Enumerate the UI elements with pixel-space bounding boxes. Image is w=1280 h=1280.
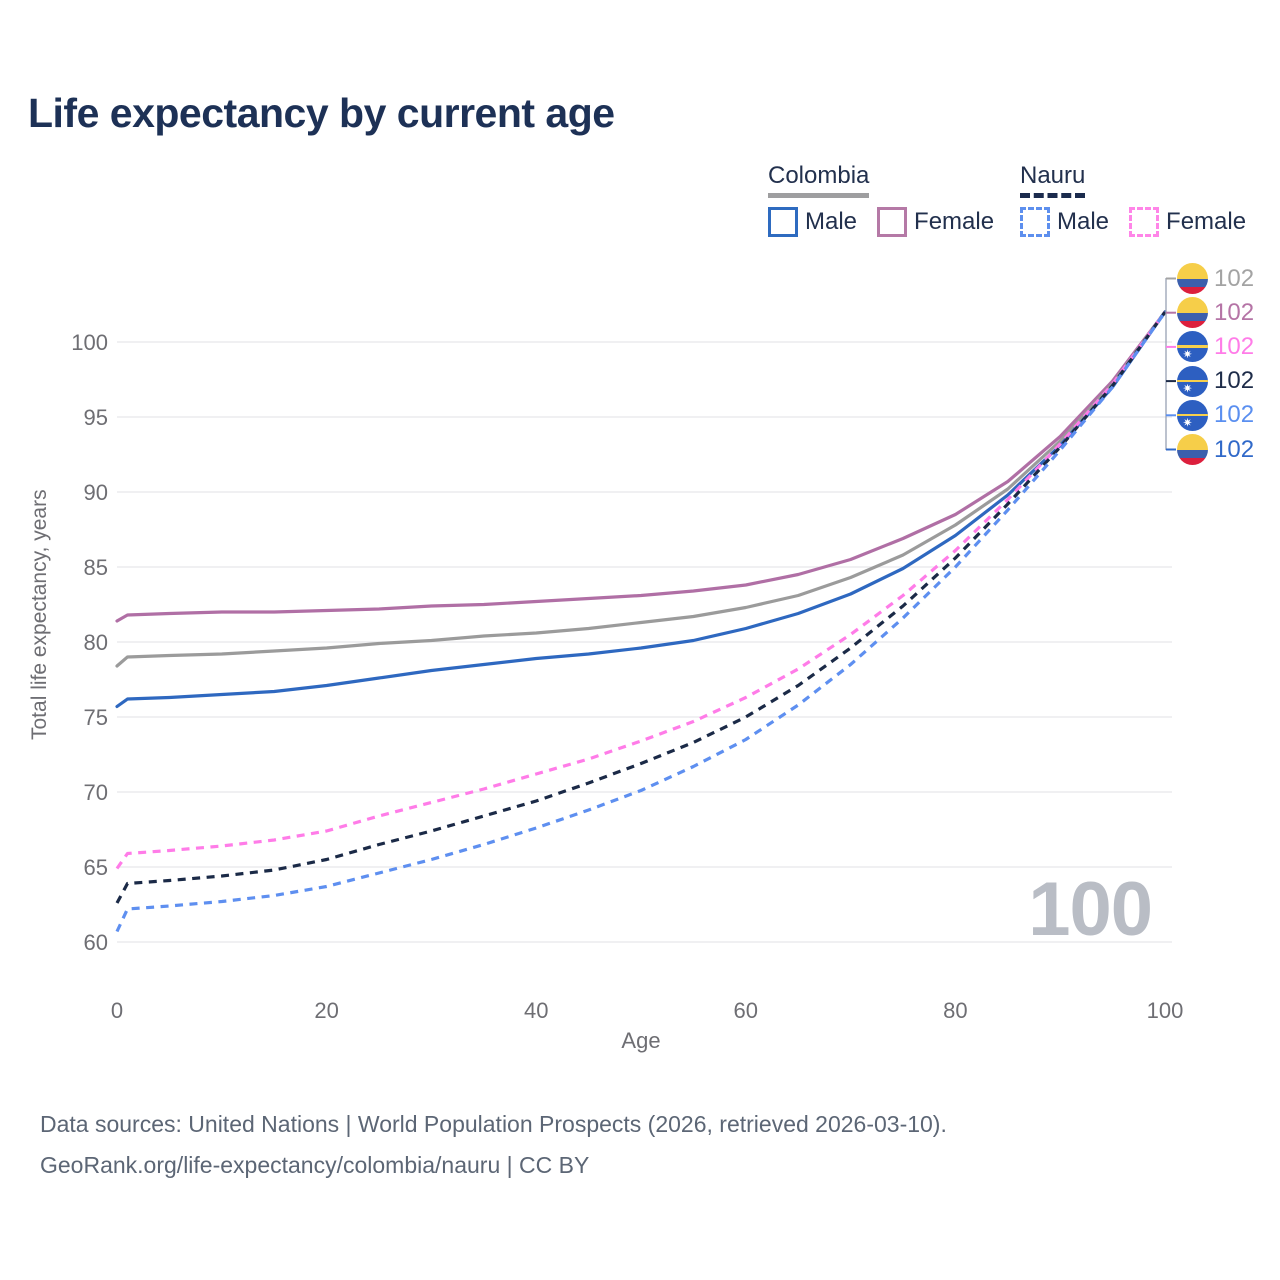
y-tick-label: 95 <box>84 405 108 430</box>
legend-label-nauru-male[interactable]: Male <box>1057 208 1110 235</box>
y-tick-label: 60 <box>84 930 108 955</box>
end-label-value: 102 <box>1214 367 1255 395</box>
nauru-male-swatch-icon[interactable] <box>1020 207 1050 237</box>
footer-attribution: GeoRank.org/life-expectancy/colombia/nau… <box>40 1152 590 1179</box>
series-line-colombia-both-sexes <box>115 310 1167 668</box>
x-tick-label: 0 <box>111 998 123 1023</box>
x-tick-label: 60 <box>734 998 758 1023</box>
legend-country-colombia: Colombia <box>768 162 870 198</box>
series-line-nauru-female <box>115 311 1167 870</box>
colombia-flag-icon <box>1177 434 1208 465</box>
end-label-row-nauru-female: 102 <box>1177 331 1255 363</box>
legend-item-colombia-female[interactable]: Female <box>877 207 994 237</box>
end-label-value: 102 <box>1214 435 1255 463</box>
colombia-flag-icon <box>1177 297 1208 329</box>
x-tick-label: 20 <box>314 998 338 1023</box>
nauru-flag-icon <box>1177 331 1208 363</box>
footer: Data sources: United Nations | World Pop… <box>40 1104 947 1187</box>
series-line-nauru-male <box>115 311 1167 933</box>
footer-sources: Data sources: United Nations | World Pop… <box>40 1111 947 1137</box>
y-tick-label: 65 <box>84 855 108 880</box>
legend-group-colombia: Colombia Male Female <box>768 162 994 237</box>
end-label-row-colombia-male: 102 <box>1177 434 1254 465</box>
end-label-row-colombia-both-sexes: 102 <box>1177 263 1254 294</box>
y-tick-label: 70 <box>84 780 108 805</box>
legend-label-nauru-female[interactable]: Female <box>1166 208 1247 235</box>
series-line-nauru-both-sexes <box>115 311 1167 904</box>
colombia-flag-icon <box>1177 263 1208 294</box>
end-label-value: 102 <box>1214 332 1255 360</box>
end-label-row-nauru-male: 102 <box>1177 399 1255 431</box>
end-label-value: 102 <box>1214 264 1255 292</box>
legend-item-colombia-male[interactable]: Male <box>768 207 857 237</box>
nauru-star-icon <box>1183 349 1192 359</box>
legend-item-nauru-female[interactable]: Female <box>1129 207 1246 237</box>
end-label-row-nauru-both-sexes: 102 <box>1177 365 1255 397</box>
nauru-flag-icon <box>1177 399 1208 431</box>
nauru-star-icon <box>1183 383 1192 393</box>
legend-label-colombia-female[interactable]: Female <box>914 208 995 235</box>
series-line-colombia-female <box>115 310 1167 623</box>
x-tick-label: 100 <box>1147 998 1184 1023</box>
y-tick-label: 90 <box>84 480 108 505</box>
x-tick-label: 80 <box>943 998 967 1023</box>
y-axis-title: Total life expectancy, years <box>28 489 51 741</box>
end-label-row-colombia-female: 102 <box>1177 297 1255 329</box>
page-title: Life expectancy by current age <box>28 90 615 136</box>
end-label-value: 102 <box>1214 298 1255 326</box>
legend-label-colombia-male[interactable]: Male <box>805 208 858 235</box>
nauru-star-icon <box>1183 417 1192 427</box>
y-tick-label: 100 <box>71 330 108 355</box>
current-age-watermark: 100 <box>1028 867 1153 952</box>
legend-country-nauru: Nauru <box>1020 162 1086 198</box>
legend-group-nauru: Nauru Male Female <box>1020 162 1246 237</box>
colombia-female-swatch-icon[interactable] <box>877 207 908 237</box>
x-tick-label: 40 <box>524 998 548 1023</box>
y-tick-label: 85 <box>84 555 108 580</box>
legend-item-nauru-male[interactable]: Male <box>1020 207 1109 237</box>
y-tick-label: 80 <box>84 630 108 655</box>
series-line-colombia-male <box>115 310 1167 709</box>
x-axis-title: Age <box>621 1028 661 1053</box>
nauru-flag-icon <box>1177 365 1208 397</box>
y-tick-label: 75 <box>84 705 108 730</box>
end-label-value: 102 <box>1214 401 1255 429</box>
colombia-male-swatch-icon[interactable] <box>768 207 798 237</box>
nauru-female-swatch-icon[interactable] <box>1129 207 1160 237</box>
